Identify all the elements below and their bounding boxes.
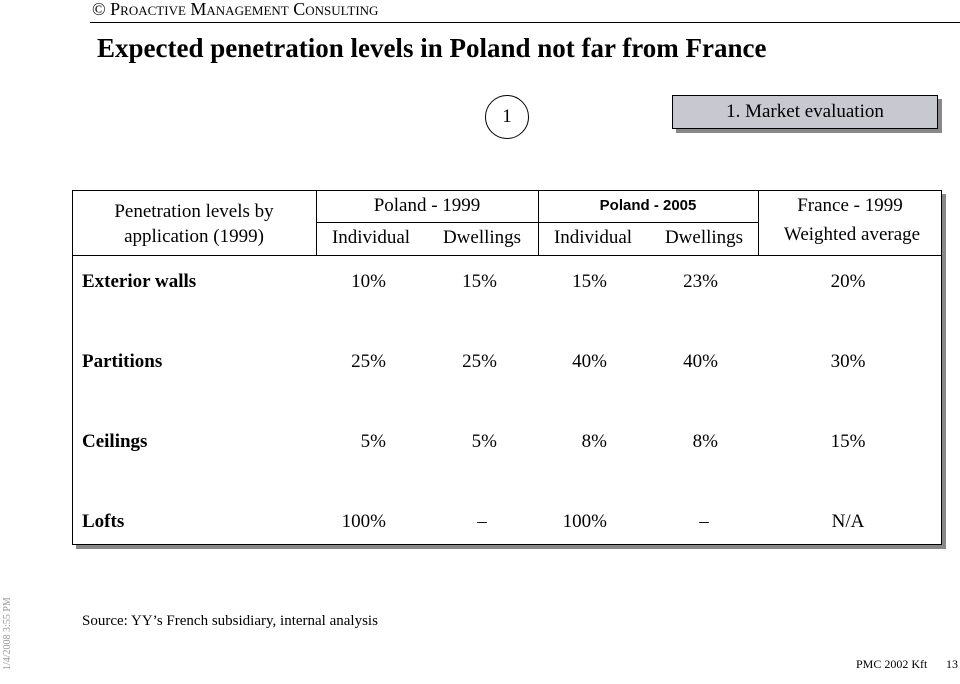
column-header: Dwellings: [664, 227, 744, 248]
cell: 100%: [562, 511, 607, 532]
date: 1/4/2008 3:55 PM: [2, 597, 13, 670]
column-header: Dwellings: [442, 227, 522, 248]
cell: 23%: [683, 271, 718, 292]
company: PMC 2002 Kft: [856, 657, 928, 671]
section-label: 1. Market evaluation: [672, 95, 938, 129]
page-number: 13: [946, 657, 958, 671]
row-label: Ceilings: [82, 431, 148, 452]
cell: 20%: [830, 271, 866, 292]
group-header: France - 1999: [797, 195, 903, 216]
table-frame: [72, 190, 942, 545]
cell: N/A: [831, 511, 865, 532]
cell: 8%: [581, 431, 607, 452]
copyright: © Proactive Management Consulting: [92, 0, 379, 19]
group-header: Poland - 1999: [373, 195, 481, 216]
cell: 15%: [462, 271, 497, 292]
col-rule: [758, 190, 759, 255]
header-rule: [72, 255, 942, 256]
cell: 15%: [572, 271, 607, 292]
cell: –: [477, 511, 487, 532]
cell: 5%: [360, 431, 386, 452]
column-header: Individual: [331, 227, 411, 248]
cell: 40%: [683, 351, 718, 372]
source: Source: YY’s French subsidiary, internal…: [82, 613, 378, 629]
cell: –: [699, 511, 709, 532]
cell: 25%: [462, 351, 497, 372]
cell: 15%: [830, 431, 866, 452]
cell: 10%: [351, 271, 386, 292]
rule: [90, 22, 960, 23]
cell: 30%: [830, 351, 866, 372]
cell: 100%: [341, 511, 386, 532]
cell: 25%: [351, 351, 386, 372]
title: Expected penetration levels in Poland no…: [97, 33, 767, 63]
row-header: Penetration levels by application (1999): [114, 201, 274, 247]
row-label: Exterior walls: [82, 271, 197, 292]
section-number: 1: [485, 95, 529, 139]
row-label: Partitions: [82, 351, 163, 372]
group-header: Poland - 2005: [599, 197, 697, 214]
column-header: Individual: [553, 227, 633, 248]
cell: 5%: [471, 431, 497, 452]
column-header: Weighted average: [783, 224, 921, 245]
group-rule: [316, 222, 758, 223]
row-label: Lofts: [82, 511, 125, 532]
cell: 40%: [572, 351, 607, 372]
cell: 8%: [692, 431, 718, 452]
